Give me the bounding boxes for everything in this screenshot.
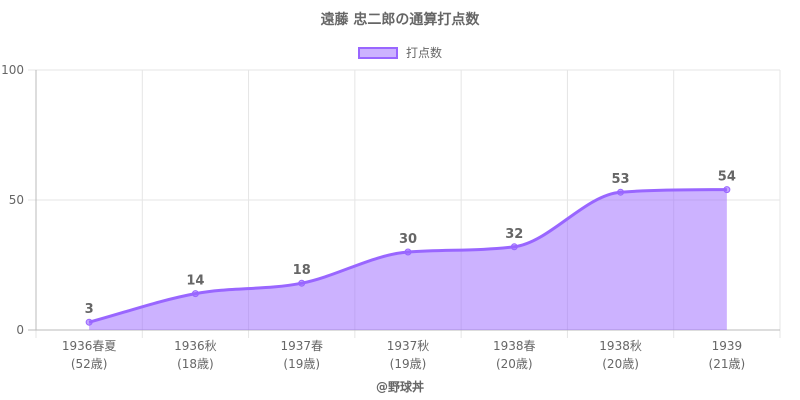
x-tick-label: 1937秋 bbox=[387, 339, 430, 353]
y-tick-label: 0 bbox=[16, 323, 24, 337]
data-point bbox=[723, 186, 731, 194]
data-label: 53 bbox=[612, 172, 630, 187]
data-point bbox=[298, 279, 306, 287]
data-label: 14 bbox=[186, 274, 204, 289]
x-tick-sublabel: (19歳) bbox=[283, 357, 320, 371]
data-label: 54 bbox=[718, 170, 736, 185]
x-tick-sublabel: (19歳) bbox=[390, 357, 427, 371]
source-label: @野球丼 bbox=[375, 380, 424, 394]
x-tick-label: 1937春 bbox=[280, 339, 323, 353]
x-tick-label: 1939 bbox=[712, 339, 743, 353]
data-point bbox=[85, 318, 93, 326]
data-label: 18 bbox=[293, 263, 311, 278]
data-label: 3 bbox=[85, 302, 94, 317]
x-tick-label: 1936秋 bbox=[174, 339, 217, 353]
chart-title: 遠藤 忠二郎の通算打点数 bbox=[320, 12, 480, 28]
x-tick-label: 1936春夏 bbox=[62, 339, 117, 353]
legend[interactable]: 打点数 bbox=[0, 44, 800, 61]
data-point bbox=[617, 188, 625, 196]
x-tick-sublabel: (18歳) bbox=[177, 357, 214, 371]
x-tick-sublabel: (20歳) bbox=[496, 357, 533, 371]
x-tick-label: 1938春 bbox=[493, 339, 536, 353]
x-tick-sublabel: (52歳) bbox=[71, 357, 108, 371]
x-tick-sublabel: (20歳) bbox=[602, 357, 639, 371]
series-area bbox=[89, 189, 727, 330]
data-label: 32 bbox=[505, 227, 523, 242]
x-tick-sublabel: (21歳) bbox=[709, 357, 746, 371]
data-point bbox=[404, 248, 412, 256]
x-tick-label: 1938秋 bbox=[599, 339, 642, 353]
legend-label: 打点数 bbox=[405, 46, 442, 60]
y-tick-label: 100 bbox=[1, 63, 24, 77]
y-tick-label: 50 bbox=[9, 193, 24, 207]
data-label: 30 bbox=[399, 232, 417, 247]
data-point bbox=[510, 243, 518, 251]
data-point bbox=[191, 290, 199, 298]
legend-swatch bbox=[357, 46, 398, 59]
